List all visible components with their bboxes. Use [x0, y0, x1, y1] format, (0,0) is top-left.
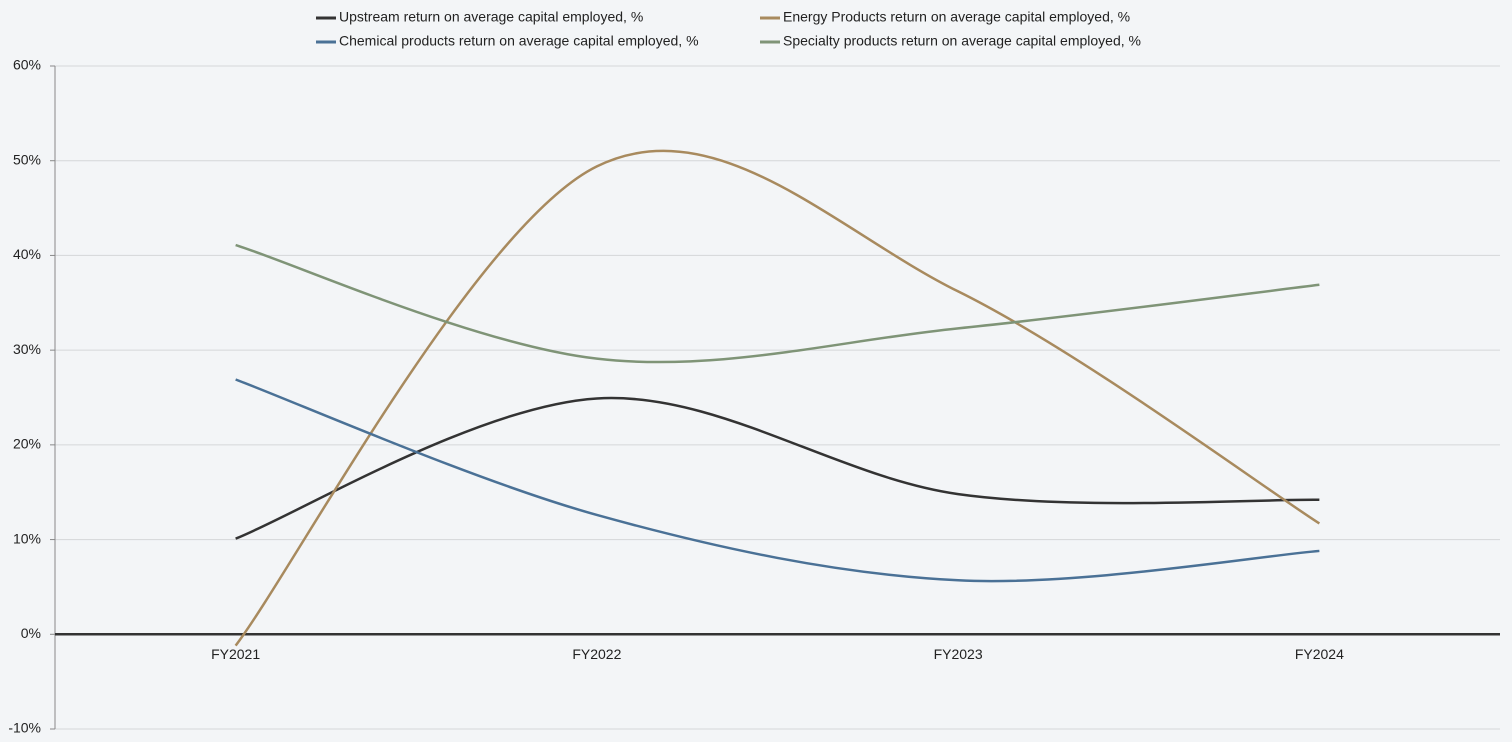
x-tick-label: FY2022 — [572, 646, 621, 662]
legend-label: Specialty products return on average cap… — [783, 33, 1141, 49]
x-tick-label: FY2024 — [1295, 646, 1344, 662]
series-line — [235, 243, 1320, 364]
series-line — [235, 396, 1320, 540]
x-tick-label: FY2021 — [211, 646, 260, 662]
y-tick-label: 20% — [13, 436, 41, 452]
legend-label: Upstream return on average capital emplo… — [339, 9, 643, 25]
series-line — [235, 378, 1320, 583]
y-tick-label: 0% — [21, 625, 41, 641]
x-tick-label: FY2023 — [934, 646, 983, 662]
y-tick-label: -10% — [8, 720, 41, 736]
y-tick-label: 30% — [13, 341, 41, 357]
y-tick-label: 10% — [13, 530, 41, 546]
y-tick-label: 60% — [13, 57, 41, 73]
legend-label: Chemical products return on average capi… — [339, 33, 699, 49]
y-tick-label: 40% — [13, 246, 41, 262]
series-line — [234, 149, 1321, 647]
legend-label: Energy Products return on average capita… — [783, 9, 1130, 25]
y-tick-label: 50% — [13, 151, 41, 167]
